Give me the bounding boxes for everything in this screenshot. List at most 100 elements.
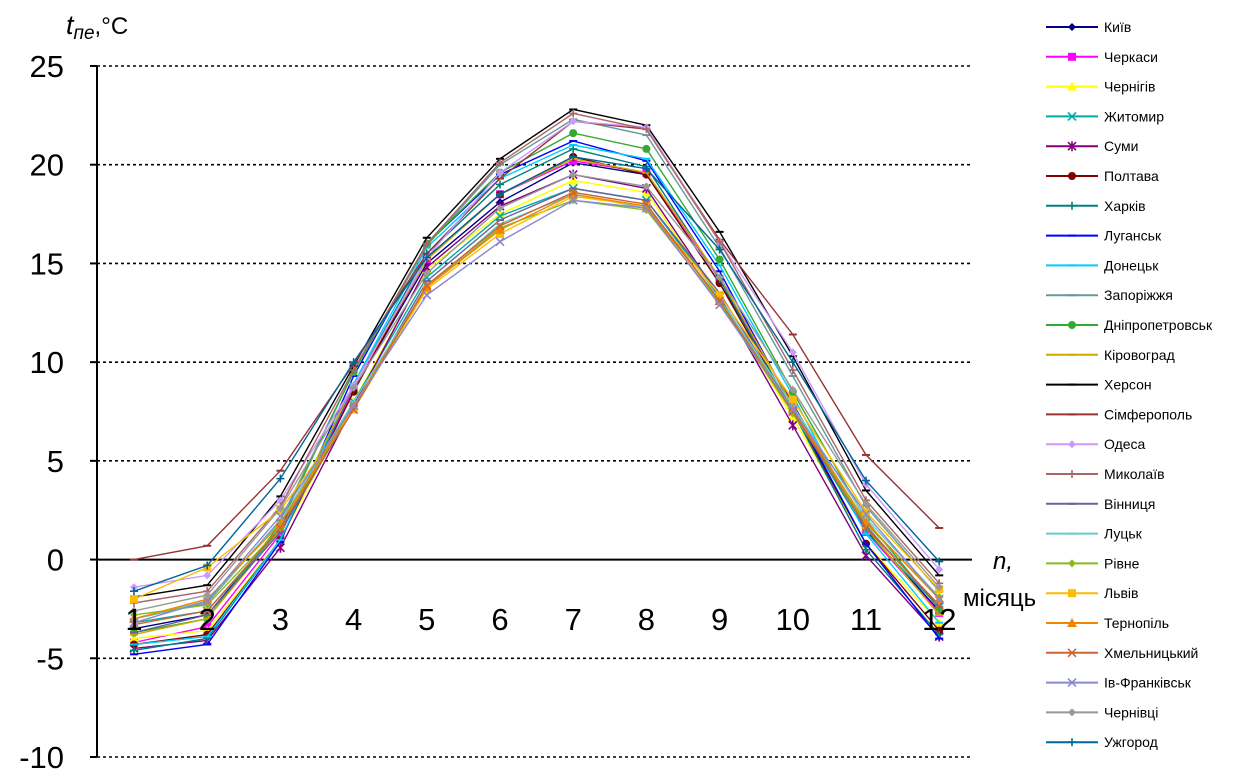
data-point	[715, 255, 724, 264]
data-point	[422, 290, 432, 300]
legend-label: Хмельницький	[1104, 645, 1198, 661]
series-line	[133, 191, 940, 626]
legend-label: Харків	[1104, 198, 1146, 214]
data-point	[641, 203, 651, 213]
legend-item: Харків	[1046, 198, 1146, 214]
data-point	[788, 395, 797, 404]
series-24	[130, 170, 944, 615]
x-tick-label: 2	[199, 602, 216, 637]
data-point	[422, 239, 431, 248]
data-point	[569, 170, 578, 179]
legend-label: Кіровоград	[1104, 347, 1175, 363]
legend-label: Донецьк	[1104, 257, 1159, 273]
x-tick-label: 5	[418, 602, 435, 637]
legend-marker	[1068, 440, 1076, 449]
x-tick-label: 4	[345, 602, 362, 637]
data-point	[862, 476, 870, 485]
series-line	[133, 160, 940, 644]
data-point	[788, 404, 798, 415]
x-tick-label: 1	[125, 602, 142, 637]
data-point	[569, 129, 578, 138]
data-point	[130, 646, 138, 655]
data-point	[862, 500, 870, 509]
data-point	[203, 591, 212, 600]
data-point	[496, 158, 504, 167]
legend-item: Чернівці	[1046, 704, 1158, 720]
data-point	[569, 109, 578, 118]
legend-label: Одеса	[1104, 436, 1146, 452]
series-line	[133, 158, 940, 636]
data-point	[569, 144, 578, 153]
legend-item: Чернігів	[1046, 79, 1155, 95]
legend-label: Львів	[1104, 585, 1138, 601]
data-point	[203, 561, 212, 570]
series-line	[133, 173, 940, 650]
legend-item: Дніпропетровськ	[1046, 317, 1213, 333]
series-10	[130, 118, 944, 620]
series-17	[130, 187, 944, 634]
data-point	[129, 618, 139, 628]
data-point	[496, 190, 504, 199]
series-line	[133, 144, 940, 646]
data-point	[130, 595, 138, 604]
legend-label: Луцьк	[1104, 526, 1143, 542]
data-point	[568, 189, 579, 199]
data-point	[715, 291, 724, 300]
legend-label: Суми	[1104, 138, 1138, 154]
legend-label: Дніпропетровськ	[1104, 317, 1213, 333]
x-tick-label: 3	[272, 602, 289, 637]
series-line	[133, 108, 940, 598]
legend-label: Луганськ	[1104, 228, 1162, 244]
legend-marker	[1067, 81, 1077, 91]
y-tick-label: -5	[36, 641, 64, 676]
x-tick-label: 7	[565, 602, 582, 637]
legend-marker	[1068, 559, 1076, 568]
x-tick-label: 9	[711, 602, 728, 637]
series-25	[130, 152, 944, 596]
legend-label: Миколаїв	[1104, 466, 1165, 482]
legend-label: Ужгород	[1104, 734, 1158, 750]
data-point	[495, 221, 505, 231]
series-line	[133, 199, 940, 624]
legend-item: Одеса	[1046, 436, 1146, 452]
legend-item: Сімферополь	[1046, 406, 1192, 422]
data-point	[568, 195, 578, 205]
data-point	[349, 383, 358, 392]
legend-item: Полтава	[1046, 168, 1159, 184]
data-point	[788, 366, 797, 375]
data-point	[568, 175, 579, 185]
series-14	[130, 120, 944, 561]
legend-item: Суми	[1046, 138, 1138, 154]
legend-marker	[1067, 678, 1077, 688]
legend-marker	[1067, 141, 1077, 152]
data-point	[422, 280, 432, 290]
legend-item: Ів-Франківськ	[1046, 675, 1192, 691]
y-axis-title-sub: пе	[74, 23, 95, 44]
data-point	[496, 168, 504, 177]
data-point	[788, 385, 797, 394]
legend-item: Рівне	[1046, 555, 1140, 571]
series-line	[133, 156, 940, 592]
legend-label: Рівне	[1104, 555, 1140, 571]
legend-marker	[1068, 321, 1076, 329]
legend-label: Полтава	[1104, 168, 1159, 184]
legend-item: Запоріжжя	[1046, 287, 1173, 303]
data-point	[349, 358, 358, 367]
legend-marker	[1068, 23, 1076, 31]
data-point	[642, 144, 651, 153]
series-line	[133, 118, 940, 620]
y-tick-label: 5	[47, 444, 64, 479]
legend-label: Сімферополь	[1104, 406, 1192, 422]
data-point	[349, 404, 359, 415]
legend-label: Тернопіль	[1104, 615, 1169, 631]
legend-marker	[1068, 201, 1076, 210]
data-point	[935, 583, 944, 592]
data-point	[276, 529, 285, 538]
grid-lines	[97, 65, 972, 758]
legend-item: Хмельницький	[1046, 645, 1198, 661]
data-point	[422, 253, 431, 262]
legend-label: Житомир	[1104, 108, 1164, 124]
legend-item: Луцьк	[1046, 526, 1143, 542]
x-axis-title-var: n,	[993, 548, 1013, 575]
legend: Київ Черкаси Чернігів Житомир Суми Полтава Хар…	[1046, 19, 1213, 750]
